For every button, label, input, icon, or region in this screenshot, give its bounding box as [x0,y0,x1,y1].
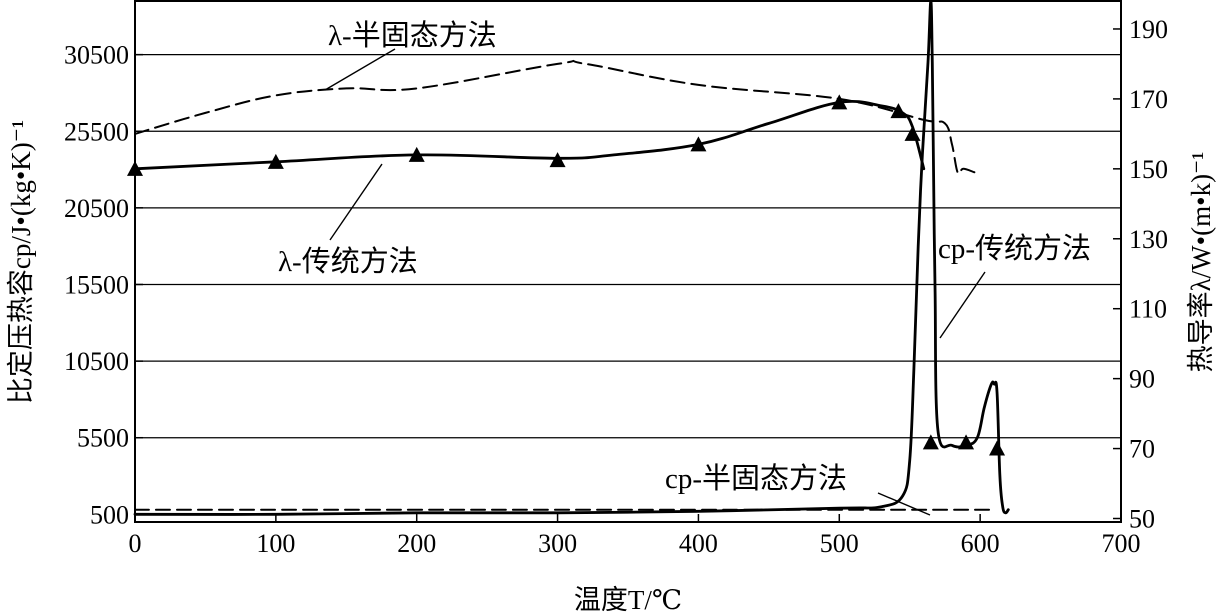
annotation-leader [324,48,396,91]
y-left-tick-label: 30500 [64,41,129,70]
x-tick-label: 500 [820,529,859,558]
annotation-leader [329,163,383,241]
triangle-marker [267,153,284,169]
y-right-tick-label: 110 [1129,295,1167,324]
y-left-tick-label: 10500 [64,347,129,376]
x-tick-label: 700 [1102,529,1141,558]
y-left-tick-label: 500 [90,500,129,529]
annotation-leader [877,492,931,516]
y-left-tick-label: 15500 [64,270,129,299]
annotation-leaders [324,48,986,516]
annotation-cp-traditional: cp-传统方法 [938,232,1091,265]
series-line-0 [133,99,926,171]
x-tick-label: 200 [397,529,436,558]
y-right-tick-label: 70 [1129,435,1155,464]
y-left-tick-label: 20500 [64,194,129,223]
y-right-tick-label: 90 [1129,365,1155,394]
y-right-tick-label: 190 [1129,15,1168,44]
triangle-marker [922,434,939,450]
x-tick-label: 600 [961,529,1000,558]
triangle-marker [690,136,707,152]
x-tick-label: 400 [679,529,718,558]
triangle-marker [890,103,907,119]
y-left-ticks: 500 5500 10500 15500 20500 25500 30500 [64,41,143,529]
x-ticks: 0 100 200 300 400 500 600 700 [129,514,1141,558]
annotation-leader [939,271,986,339]
x-tick-label: 300 [538,529,577,558]
y-left-axis-title: 比定压热容cp/J•(kg•K)⁻¹ [6,120,36,404]
triangle-marker [958,434,975,450]
y-right-ticks: 50 70 90 110 130 150 170 190 [1113,15,1168,534]
y-right-axis-title: 热导率λ/W•(m•k)⁻¹ [1186,152,1216,373]
gridlines [135,53,1121,439]
triangle-marker [989,440,1006,456]
y-right-tick-label: 150 [1129,155,1168,184]
y-left-tick-label: 25500 [64,117,129,146]
series-line-1 [134,59,976,175]
triangle-marker [549,152,566,168]
y-left-tick-label: 5500 [77,424,129,453]
x-axis-title: 温度T/℃ [574,585,682,615]
annotation-lambda-traditional: λ-传统方法 [278,245,418,278]
annotation-cp-semisolid: cp-半固态方法 [665,462,847,495]
triangle-marker [408,146,425,162]
markers-layer [127,94,1006,456]
annotation-lambda-semisolid: λ-半固态方法 [328,19,497,52]
y-right-tick-label: 50 [1129,505,1155,534]
triangle-marker [904,125,921,141]
triangle-marker [831,94,848,110]
plot-frame [134,0,1122,523]
x-tick-label: 100 [256,529,295,558]
x-tick-label: 0 [129,529,142,558]
y-right-tick-label: 130 [1129,225,1168,254]
y-right-tick-label: 170 [1129,85,1168,114]
